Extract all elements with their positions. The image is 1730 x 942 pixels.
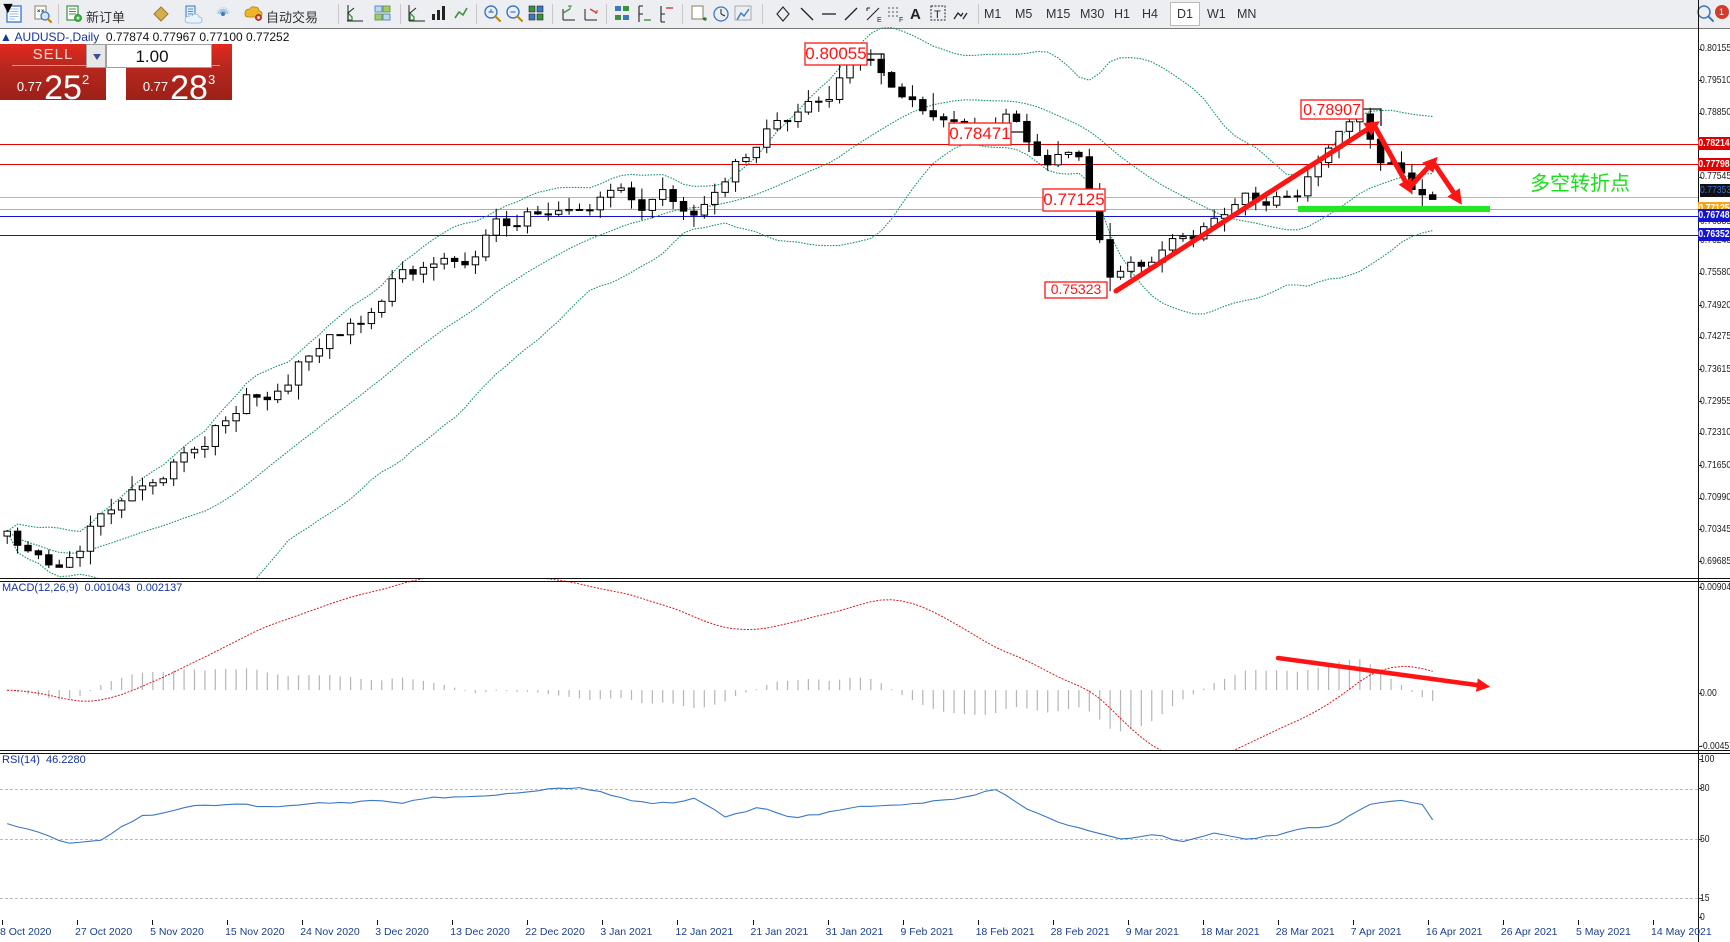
svg-text:0.77125: 0.77125	[1043, 190, 1104, 209]
svg-text:0.75323: 0.75323	[1051, 281, 1102, 297]
svg-text:0.78907: 0.78907	[1303, 102, 1361, 119]
svg-text:0.80055: 0.80055	[805, 44, 866, 63]
svg-text:多空转折点: 多空转折点	[1530, 172, 1630, 195]
svg-text:0.78471: 0.78471	[949, 124, 1010, 143]
